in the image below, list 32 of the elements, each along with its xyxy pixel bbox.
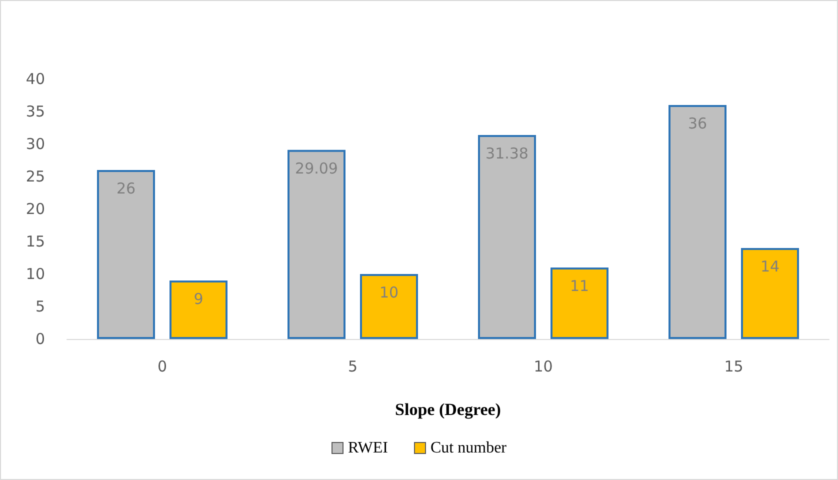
legend-label: RWEI xyxy=(348,440,388,456)
y-tick-label: 15 xyxy=(26,232,45,250)
x-axis-title: Slope (Degree) xyxy=(395,400,501,419)
x-tick-label: 15 xyxy=(724,358,744,376)
x-tick-label: 5 xyxy=(348,358,358,376)
bar xyxy=(550,268,608,339)
data-label: 11 xyxy=(570,277,590,295)
x-tick-label: 0 xyxy=(157,358,168,376)
bar xyxy=(478,135,536,339)
bar xyxy=(360,274,418,339)
data-label: 36 xyxy=(688,114,708,132)
y-tick-label: 10 xyxy=(26,265,45,283)
y-tick-label: 20 xyxy=(26,200,45,218)
data-label: 29.09 xyxy=(295,159,338,178)
data-label: 14 xyxy=(760,258,780,276)
data-label: 9 xyxy=(194,290,204,308)
y-tick-label: 30 xyxy=(26,135,45,153)
bar xyxy=(741,248,799,339)
y-tick-label: 35 xyxy=(26,102,45,120)
data-label: 10 xyxy=(379,284,399,302)
bar xyxy=(170,280,228,339)
bar xyxy=(288,150,346,339)
legend-label: Cut number xyxy=(430,440,508,456)
x-tick-label: 10 xyxy=(534,358,553,376)
data-label: 26 xyxy=(116,180,136,198)
bar xyxy=(97,170,155,339)
y-tick-label: 0 xyxy=(35,330,45,348)
y-tick-label: 5 xyxy=(35,298,45,316)
y-tick-label: 40 xyxy=(26,70,45,88)
y-tick-label: 25 xyxy=(26,168,45,186)
bar xyxy=(668,105,726,339)
data-label: 31.38 xyxy=(486,144,528,163)
